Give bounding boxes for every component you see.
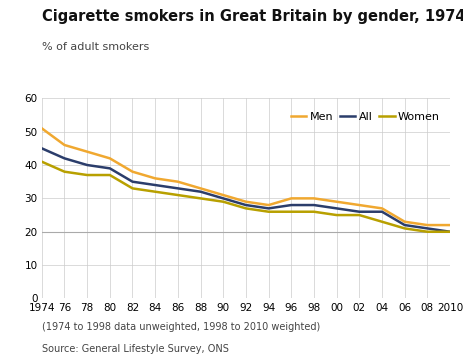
Women [175, 193, 180, 197]
Women [84, 173, 90, 177]
All [62, 156, 67, 161]
Men [446, 223, 452, 227]
Men [356, 203, 361, 207]
Text: % of adult smokers: % of adult smokers [42, 42, 149, 52]
Women [424, 230, 429, 234]
All [424, 226, 429, 231]
Men [130, 170, 135, 174]
Men [152, 176, 157, 181]
Men [220, 193, 225, 197]
Men [424, 223, 429, 227]
Men [175, 179, 180, 184]
Women [152, 190, 157, 194]
Men [39, 126, 44, 130]
All [39, 146, 44, 151]
Women [39, 159, 44, 164]
Men [401, 219, 407, 224]
All [401, 223, 407, 227]
Men [243, 199, 248, 204]
Women [446, 230, 452, 234]
All [152, 183, 157, 187]
Women [130, 186, 135, 191]
Men [84, 150, 90, 154]
All [356, 210, 361, 214]
All [197, 190, 203, 194]
All [84, 163, 90, 167]
Line: Women: Women [42, 162, 449, 232]
Men [62, 143, 67, 147]
All [175, 186, 180, 191]
Men [288, 196, 294, 201]
All [243, 203, 248, 207]
Line: All: All [42, 149, 449, 232]
Men [197, 186, 203, 191]
All [265, 206, 271, 210]
Women [107, 173, 113, 177]
All [446, 230, 452, 234]
Women [356, 213, 361, 217]
Legend: Men, All, Women: Men, All, Women [286, 108, 444, 127]
All [130, 179, 135, 184]
Line: Men: Men [42, 128, 449, 225]
Men [265, 203, 271, 207]
Women [197, 196, 203, 201]
Women [243, 206, 248, 210]
Text: Cigarette smokers in Great Britain by gender, 1974 to 2010: Cigarette smokers in Great Britain by ge… [42, 9, 463, 24]
Women [378, 219, 384, 224]
All [107, 166, 113, 170]
Women [265, 210, 271, 214]
All [378, 210, 384, 214]
Men [378, 206, 384, 210]
All [311, 203, 316, 207]
Women [333, 213, 339, 217]
Women [401, 226, 407, 231]
All [333, 206, 339, 210]
Men [311, 196, 316, 201]
Women [62, 170, 67, 174]
Text: (1974 to 1998 data unweighted, 1998 to 2010 weighted): (1974 to 1998 data unweighted, 1998 to 2… [42, 322, 319, 332]
Text: Source: General Lifestyle Survey, ONS: Source: General Lifestyle Survey, ONS [42, 344, 228, 354]
Men [333, 199, 339, 204]
Women [220, 199, 225, 204]
Women [311, 210, 316, 214]
Men [107, 156, 113, 161]
All [220, 196, 225, 201]
All [288, 203, 294, 207]
Women [288, 210, 294, 214]
